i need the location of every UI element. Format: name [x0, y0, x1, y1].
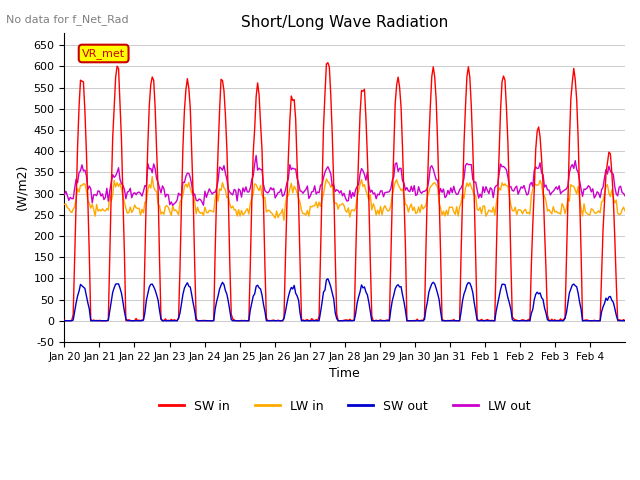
- Y-axis label: (W/m2): (W/m2): [15, 164, 28, 210]
- X-axis label: Time: Time: [330, 367, 360, 380]
- Title: Short/Long Wave Radiation: Short/Long Wave Radiation: [241, 15, 449, 30]
- Text: VR_met: VR_met: [82, 48, 125, 59]
- Legend: SW in, LW in, SW out, LW out: SW in, LW in, SW out, LW out: [154, 395, 536, 418]
- Text: No data for f_Net_Rad: No data for f_Net_Rad: [6, 14, 129, 25]
